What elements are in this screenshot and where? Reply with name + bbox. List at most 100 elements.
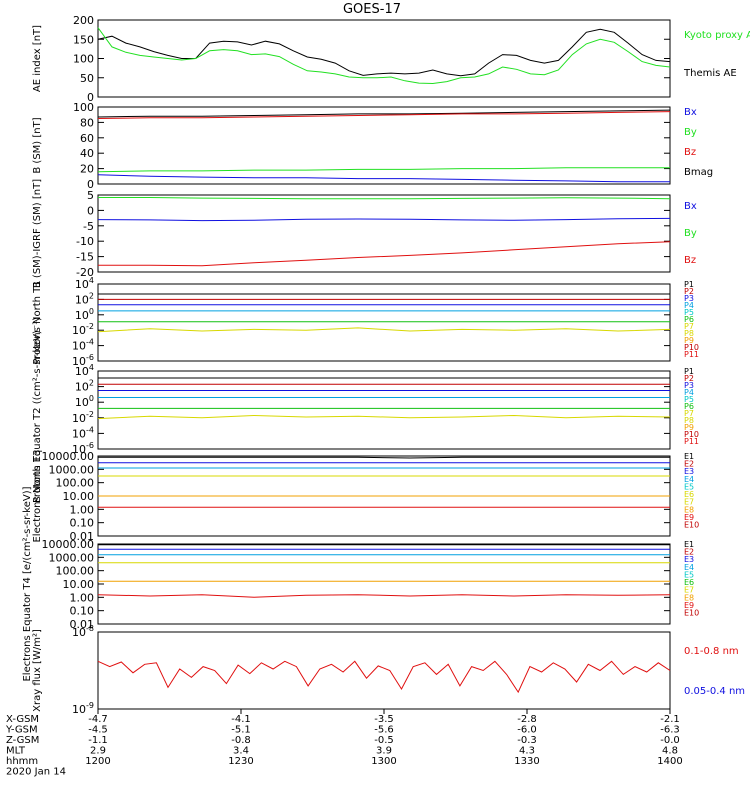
legend-entry: E10 — [684, 609, 699, 618]
legend-entry: E8 — [684, 505, 694, 514]
x-axis-value: -0.3 — [517, 735, 537, 746]
x-axis-value: -5.6 — [374, 725, 394, 736]
y-tick-label: -15 — [76, 251, 94, 264]
y-axis-label: Protons North T1 — [32, 280, 43, 364]
legend-entry: 0.05-0.4 nm — [684, 686, 745, 697]
series-line-bx — [97, 217, 671, 222]
y-tick-label: 0 — [87, 178, 94, 191]
legend-entry: P5 — [684, 308, 694, 317]
y-tick-label: 10.00 — [63, 578, 95, 591]
y-tick-label: 1.00 — [70, 503, 95, 516]
x-axis-value: -4.1 — [231, 714, 251, 725]
legend-entry: E5 — [684, 482, 694, 491]
x-axis-value: 1230 — [228, 756, 253, 767]
x-axis-value: -4.7 — [88, 714, 108, 725]
y-tick-label: 0.10 — [70, 605, 95, 618]
x-axis-value: -4.5 — [88, 725, 108, 736]
legend-entry: E2 — [684, 548, 694, 557]
legend-entry: P6 — [684, 402, 694, 411]
legend-entry: P9 — [684, 336, 694, 345]
legend-entry: P2 — [684, 374, 694, 383]
legend-entry: 0.1-0.8 nm — [684, 646, 739, 657]
series-line-p7 — [97, 414, 671, 420]
legend-entry: E5 — [684, 570, 694, 579]
x-axis-value: -1.1 — [88, 735, 108, 746]
legend-entry: E6 — [684, 490, 694, 499]
y-tick-label: 100 — [75, 307, 94, 322]
legend-entry: E7 — [684, 586, 694, 595]
y-tick-label: 0 — [87, 204, 94, 217]
legend-entry: P8 — [684, 329, 694, 338]
y-axis-label: Xray flux [W/m²] — [32, 629, 43, 712]
x-axis-value: -0.8 — [231, 735, 251, 746]
y-tick-label: 1000.00 — [49, 463, 95, 476]
panel-1: 0 50 100 150 200 AE index [nT] Kyoto proxy AE T… — [32, 14, 750, 104]
x-axis-value: -0.0 — [660, 735, 680, 746]
legend-entry: P8 — [684, 416, 694, 425]
y-tick-label: 0.10 — [70, 517, 95, 530]
y-tick-label: 150 — [73, 33, 94, 46]
legend-entry: P4 — [684, 301, 694, 310]
series-line-by — [97, 167, 670, 173]
series-line-e6 — [97, 594, 671, 598]
series-line-0-1-0-8-nm — [97, 660, 671, 694]
series-line-e1 — [98, 456, 670, 459]
y-tick-label: 5 — [87, 189, 94, 202]
legend-entry: Themis AE — [683, 68, 737, 79]
legend-entry: P10 — [684, 430, 699, 439]
legend-entry: P5 — [684, 395, 694, 404]
x-axis-value: 1400 — [657, 756, 682, 767]
x-axis-value: -3.5 — [374, 714, 394, 725]
y-axis-label: Electrons Equator T4 [e/(cm²-s-sr-keV)] — [22, 486, 33, 681]
y-tick-label: 10000.00 — [42, 450, 95, 463]
y-tick-label: 1000.00 — [49, 551, 95, 564]
panel-7: 0.010.101.0010.00100.001000.0010000.00El… — [22, 486, 699, 681]
legend-entry: P2 — [684, 287, 694, 296]
legend-entry: P11 — [684, 350, 699, 359]
y-tick-label: 50 — [80, 72, 94, 85]
y-axis-label: Electrons North T3 — [32, 449, 43, 542]
legend-entry: P4 — [684, 388, 694, 397]
y-tick-label: 104 — [75, 276, 94, 291]
legend-entry: P9 — [684, 423, 694, 432]
legend-entry: By — [684, 228, 697, 239]
legend-entry: By — [684, 127, 697, 138]
x-axis-value: -6.0 — [517, 725, 537, 736]
y-axis-label: AE index [nT] — [32, 25, 43, 92]
x-axis-value: 1330 — [514, 756, 539, 767]
legend-entry: E7 — [684, 498, 694, 507]
legend-entry: E1 — [684, 540, 694, 549]
x-axis-value: -5.1 — [231, 725, 251, 736]
legend-entry: P10 — [684, 343, 699, 352]
x-axis-row-label: Z-GSM — [6, 735, 39, 746]
legend-entry: Bx — [684, 107, 697, 118]
y-tick-label: 10.00 — [63, 490, 95, 503]
series-line-themis-ae — [97, 28, 671, 77]
x-axis-value: 2.9 — [90, 746, 106, 757]
legend-entry: E2 — [684, 460, 694, 469]
panel-frame — [97, 106, 671, 185]
legend-entry: E6 — [684, 578, 694, 587]
y-tick-label: 10-4 — [72, 338, 94, 353]
y-tick-label: -20 — [76, 266, 94, 279]
y-tick-label: 100 — [75, 394, 94, 409]
legend-entry: P1 — [684, 367, 694, 376]
series-line-bz — [97, 111, 671, 119]
legend-entry: P1 — [684, 280, 694, 289]
legend-entry: E8 — [684, 593, 694, 602]
panel-frame — [97, 283, 671, 362]
y-tick-label: 10-2 — [72, 410, 94, 425]
x-axis-value: -0.5 — [374, 735, 394, 746]
y-tick-label: 100.00 — [56, 477, 95, 490]
x-axis-value: -6.3 — [660, 725, 680, 736]
y-tick-label: 102 — [75, 379, 94, 394]
x-axis-row-label: Y-GSM — [5, 725, 38, 736]
y-tick-label: 200 — [73, 14, 94, 27]
legend-entry: P3 — [684, 381, 694, 390]
y-tick-label: -5 — [83, 220, 94, 233]
series-line-bmag — [97, 109, 671, 118]
y-tick-label: 100 — [73, 101, 94, 114]
